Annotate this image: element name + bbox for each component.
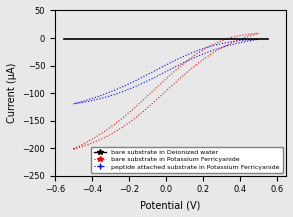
Y-axis label: Current (μA): Current (μA) bbox=[7, 63, 17, 123]
Legend: bare substrate in Deionized water, bare substrate in Potassium Ferricyanide, pep: bare substrate in Deionized water, bare … bbox=[91, 146, 283, 173]
X-axis label: Potential (V): Potential (V) bbox=[140, 200, 201, 210]
